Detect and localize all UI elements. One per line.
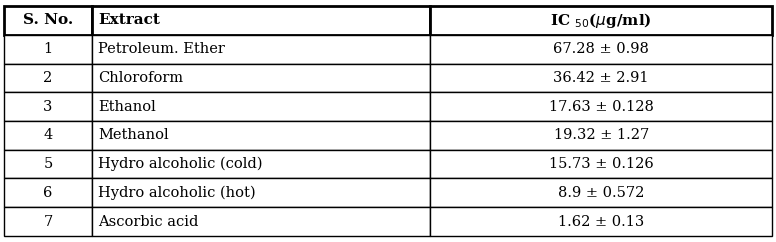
Text: IC $_{50}$($\mu$g/ml): IC $_{50}$($\mu$g/ml) <box>550 11 652 30</box>
Text: Hydro alcoholic (hot): Hydro alcoholic (hot) <box>99 186 256 200</box>
Text: 67.28 ± 0.98: 67.28 ± 0.98 <box>553 42 650 56</box>
Bar <box>430 35 772 63</box>
Text: Chloroform: Chloroform <box>99 71 184 85</box>
Bar <box>92 63 430 92</box>
Bar <box>430 6 772 35</box>
Text: Extract: Extract <box>99 13 161 27</box>
Bar <box>92 150 430 179</box>
Text: 4: 4 <box>43 128 53 142</box>
Text: Methanol: Methanol <box>99 128 169 142</box>
Text: 19.32 ± 1.27: 19.32 ± 1.27 <box>553 128 649 142</box>
Bar <box>92 92 430 121</box>
Bar <box>92 6 430 35</box>
Text: 2: 2 <box>43 71 53 85</box>
Text: 1: 1 <box>43 42 53 56</box>
Bar <box>92 35 430 63</box>
Text: Petroleum. Ether: Petroleum. Ether <box>99 42 225 56</box>
Text: Hydro alcoholic (cold): Hydro alcoholic (cold) <box>99 157 263 171</box>
Text: 3: 3 <box>43 100 53 114</box>
Bar <box>4 150 92 179</box>
Bar <box>92 178 430 207</box>
Text: 17.63 ± 0.128: 17.63 ± 0.128 <box>549 100 653 114</box>
Text: 36.42 ± 2.91: 36.42 ± 2.91 <box>553 71 649 85</box>
Bar <box>4 6 92 35</box>
Text: 15.73 ± 0.126: 15.73 ± 0.126 <box>549 157 653 171</box>
Text: 1.62 ± 0.13: 1.62 ± 0.13 <box>558 215 644 229</box>
Bar <box>4 178 92 207</box>
Text: 5: 5 <box>43 157 53 171</box>
Text: 8.9 ± 0.572: 8.9 ± 0.572 <box>558 186 644 200</box>
Bar <box>4 63 92 92</box>
Bar <box>4 121 92 150</box>
Text: 6: 6 <box>43 186 53 200</box>
Text: 7: 7 <box>43 215 53 229</box>
Bar <box>4 207 92 236</box>
Text: Ascorbic acid: Ascorbic acid <box>99 215 199 229</box>
Bar <box>430 150 772 179</box>
Bar <box>430 178 772 207</box>
Bar <box>92 207 430 236</box>
Bar <box>430 92 772 121</box>
Text: Ethanol: Ethanol <box>99 100 156 114</box>
Text: S. No.: S. No. <box>23 13 73 27</box>
Bar <box>430 63 772 92</box>
Bar <box>4 92 92 121</box>
Bar <box>4 35 92 63</box>
Bar <box>430 207 772 236</box>
Bar <box>430 121 772 150</box>
Bar <box>92 121 430 150</box>
